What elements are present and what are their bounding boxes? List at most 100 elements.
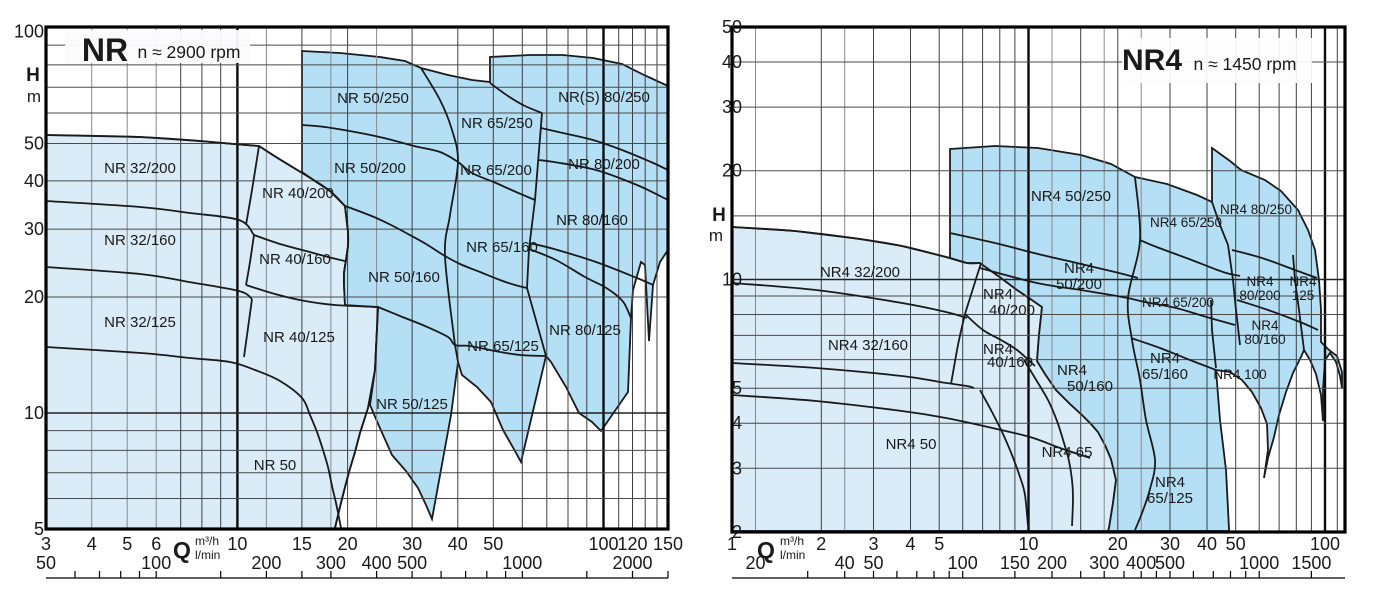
svg-text:NR4 65/250: NR4 65/250 [1150, 215, 1222, 230]
svg-text:40/160: 40/160 [987, 354, 1033, 371]
svg-text:NR 65/125: NR 65/125 [467, 338, 539, 355]
svg-text:NR4 50: NR4 50 [886, 436, 937, 453]
svg-text:m³/h: m³/h [780, 534, 804, 548]
svg-text:1000: 1000 [502, 553, 542, 573]
svg-text:NR 50/250: NR 50/250 [337, 90, 409, 107]
svg-text:Q: Q [173, 537, 191, 563]
svg-text:NR4: NR4 [1057, 362, 1087, 379]
svg-text:40: 40 [722, 52, 742, 72]
svg-text:20: 20 [338, 534, 358, 554]
svg-text:NR 65/250: NR 65/250 [461, 115, 533, 132]
svg-text:NR4: NR4 [1150, 350, 1180, 367]
svg-text:NR 80/160: NR 80/160 [556, 212, 628, 229]
svg-text:NR4: NR4 [1122, 44, 1182, 77]
svg-text:NR 32/200: NR 32/200 [104, 160, 176, 177]
svg-text:200: 200 [1037, 553, 1067, 573]
svg-text:NR 80/200: NR 80/200 [568, 156, 640, 173]
svg-text:NR4 80/250: NR4 80/250 [1220, 202, 1292, 217]
svg-text:m: m [27, 87, 41, 106]
svg-text:5: 5 [934, 534, 944, 554]
svg-text:50: 50 [722, 17, 742, 37]
svg-text:30: 30 [722, 97, 742, 117]
svg-text:5: 5 [34, 519, 44, 539]
svg-text:NR4: NR4 [983, 286, 1013, 303]
svg-text:100: 100 [14, 22, 44, 42]
svg-text:20: 20 [24, 287, 44, 307]
svg-text:30: 30 [402, 534, 422, 554]
svg-text:Q: Q [757, 537, 775, 563]
svg-text:NR4: NR4 [1289, 274, 1316, 289]
svg-text:10: 10 [1018, 534, 1038, 554]
svg-text:400: 400 [1126, 553, 1156, 573]
svg-text:m: m [709, 226, 723, 245]
svg-text:80/200: 80/200 [1239, 288, 1280, 303]
svg-text:NR 50/160: NR 50/160 [368, 269, 440, 286]
svg-text:15: 15 [292, 534, 312, 554]
svg-text:500: 500 [397, 553, 427, 573]
svg-text:65/160: 65/160 [1142, 366, 1188, 383]
svg-text:2000: 2000 [612, 553, 652, 573]
svg-text:30: 30 [1160, 534, 1180, 554]
svg-text:NR 65/200: NR 65/200 [460, 162, 532, 179]
svg-text:100: 100 [588, 534, 618, 554]
svg-text:50: 50 [1226, 534, 1246, 554]
svg-text:300: 300 [1089, 553, 1119, 573]
svg-text:NR4: NR4 [1155, 474, 1185, 491]
svg-text:20: 20 [722, 161, 742, 181]
svg-text:NR 65/160: NR 65/160 [466, 239, 538, 256]
svg-text:50: 50 [36, 553, 56, 573]
svg-text:5: 5 [732, 378, 742, 398]
svg-text:NR4: NR4 [1251, 318, 1278, 333]
svg-text:NR4 65: NR4 65 [1042, 444, 1093, 461]
svg-text:50/160: 50/160 [1067, 378, 1113, 395]
svg-text:65/125: 65/125 [1147, 490, 1193, 507]
svg-text:3: 3 [868, 534, 878, 554]
svg-text:NR 80/125: NR 80/125 [549, 322, 621, 339]
svg-text:300: 300 [316, 553, 346, 573]
svg-text:2: 2 [816, 534, 826, 554]
svg-text:150: 150 [653, 534, 683, 554]
svg-text:NR4 100: NR4 100 [1213, 367, 1266, 382]
svg-text:200: 200 [251, 553, 281, 573]
svg-text:10: 10 [24, 403, 44, 423]
svg-text:100: 100 [1310, 534, 1340, 554]
svg-text:6: 6 [151, 534, 161, 554]
svg-text:40: 40 [448, 534, 468, 554]
svg-text:50: 50 [24, 134, 44, 154]
svg-text:NR: NR [82, 32, 128, 68]
svg-text:NR(S) 80/250: NR(S) 80/250 [558, 89, 650, 106]
svg-text:50: 50 [483, 534, 503, 554]
svg-text:100: 100 [948, 553, 978, 573]
svg-text:10: 10 [722, 270, 742, 290]
svg-text:10: 10 [227, 534, 247, 554]
svg-text:80/160: 80/160 [1244, 332, 1285, 347]
svg-text:1000: 1000 [1239, 553, 1279, 573]
svg-text:50: 50 [863, 553, 883, 573]
svg-text:4: 4 [732, 413, 742, 433]
svg-text:4: 4 [905, 534, 915, 554]
svg-text:NR4: NR4 [1246, 274, 1273, 289]
svg-text:NR4 32/160: NR4 32/160 [828, 337, 908, 354]
svg-text:20: 20 [745, 553, 765, 573]
svg-text:125: 125 [1292, 288, 1315, 303]
svg-text:H: H [26, 65, 40, 86]
svg-text:4: 4 [87, 534, 97, 554]
svg-text:NR 32/160: NR 32/160 [104, 232, 176, 249]
svg-text:40: 40 [24, 171, 44, 191]
svg-text:NR4 50/250: NR4 50/250 [1031, 188, 1111, 205]
svg-text:NR4 65/200: NR4 65/200 [1142, 295, 1214, 310]
svg-text:l/min: l/min [195, 548, 220, 562]
svg-text:5: 5 [122, 534, 132, 554]
svg-text:500: 500 [1155, 553, 1185, 573]
svg-text:1: 1 [727, 534, 737, 554]
svg-text:NR 50/200: NR 50/200 [334, 160, 406, 177]
svg-text:100: 100 [141, 553, 171, 573]
svg-text:NR 50/125: NR 50/125 [376, 396, 448, 413]
svg-text:NR 40/200: NR 40/200 [262, 185, 334, 202]
svg-text:m³/h: m³/h [195, 534, 219, 548]
svg-text:NR4: NR4 [983, 341, 1013, 358]
svg-text:H: H [712, 205, 726, 226]
svg-text:30: 30 [24, 219, 44, 239]
svg-text:NR 50: NR 50 [254, 457, 297, 474]
svg-text:40/200: 40/200 [989, 302, 1035, 319]
